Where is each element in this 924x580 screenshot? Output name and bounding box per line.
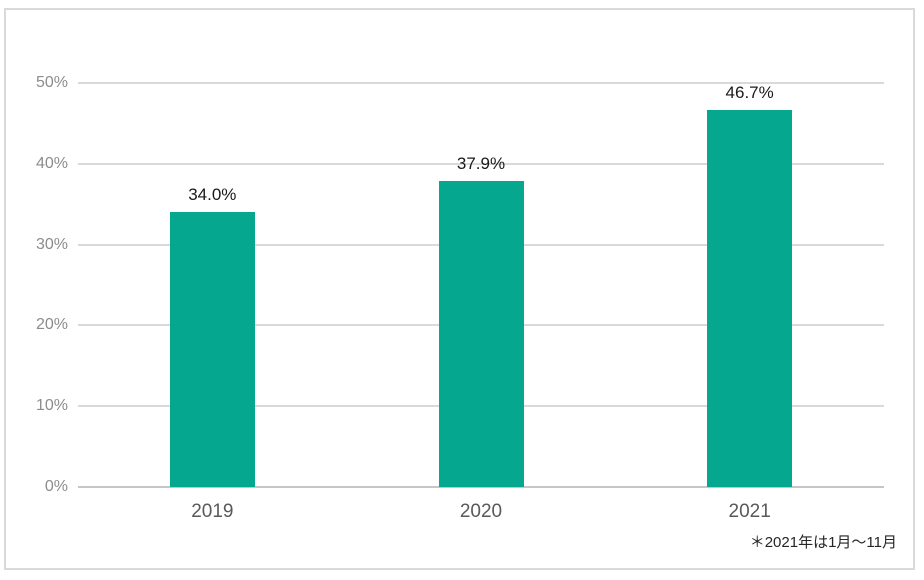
data-label-2021: 46.7% xyxy=(725,82,774,102)
y-tick-label-10%: 10% xyxy=(35,397,68,415)
data-label-2019: 34.0% xyxy=(188,185,237,205)
y-tick-label-30%: 30% xyxy=(35,235,68,253)
bar-2021 xyxy=(707,109,793,487)
gridline-40% xyxy=(78,162,884,165)
gridline-50% xyxy=(78,82,884,84)
bar-2019 xyxy=(169,212,255,487)
x-tick-label-2019: 2019 xyxy=(191,501,234,522)
bar-2020 xyxy=(438,180,524,487)
y-tick-label-40%: 40% xyxy=(35,154,68,172)
y-tick-label-0%: 0% xyxy=(44,478,68,495)
y-tick-label-20%: 20% xyxy=(35,316,68,334)
y-tick-label-50%: 50% xyxy=(35,74,68,91)
x-tick-label-2021: 2021 xyxy=(728,501,771,522)
x-axis-line xyxy=(78,486,884,488)
data-label-2020: 37.9% xyxy=(456,153,506,173)
chart-border-frame xyxy=(4,8,915,570)
plot-area xyxy=(78,82,884,488)
chart-footnote: ＊2021年は1月～11月 xyxy=(749,534,897,551)
x-tick-label-2020: 2020 xyxy=(459,501,503,522)
